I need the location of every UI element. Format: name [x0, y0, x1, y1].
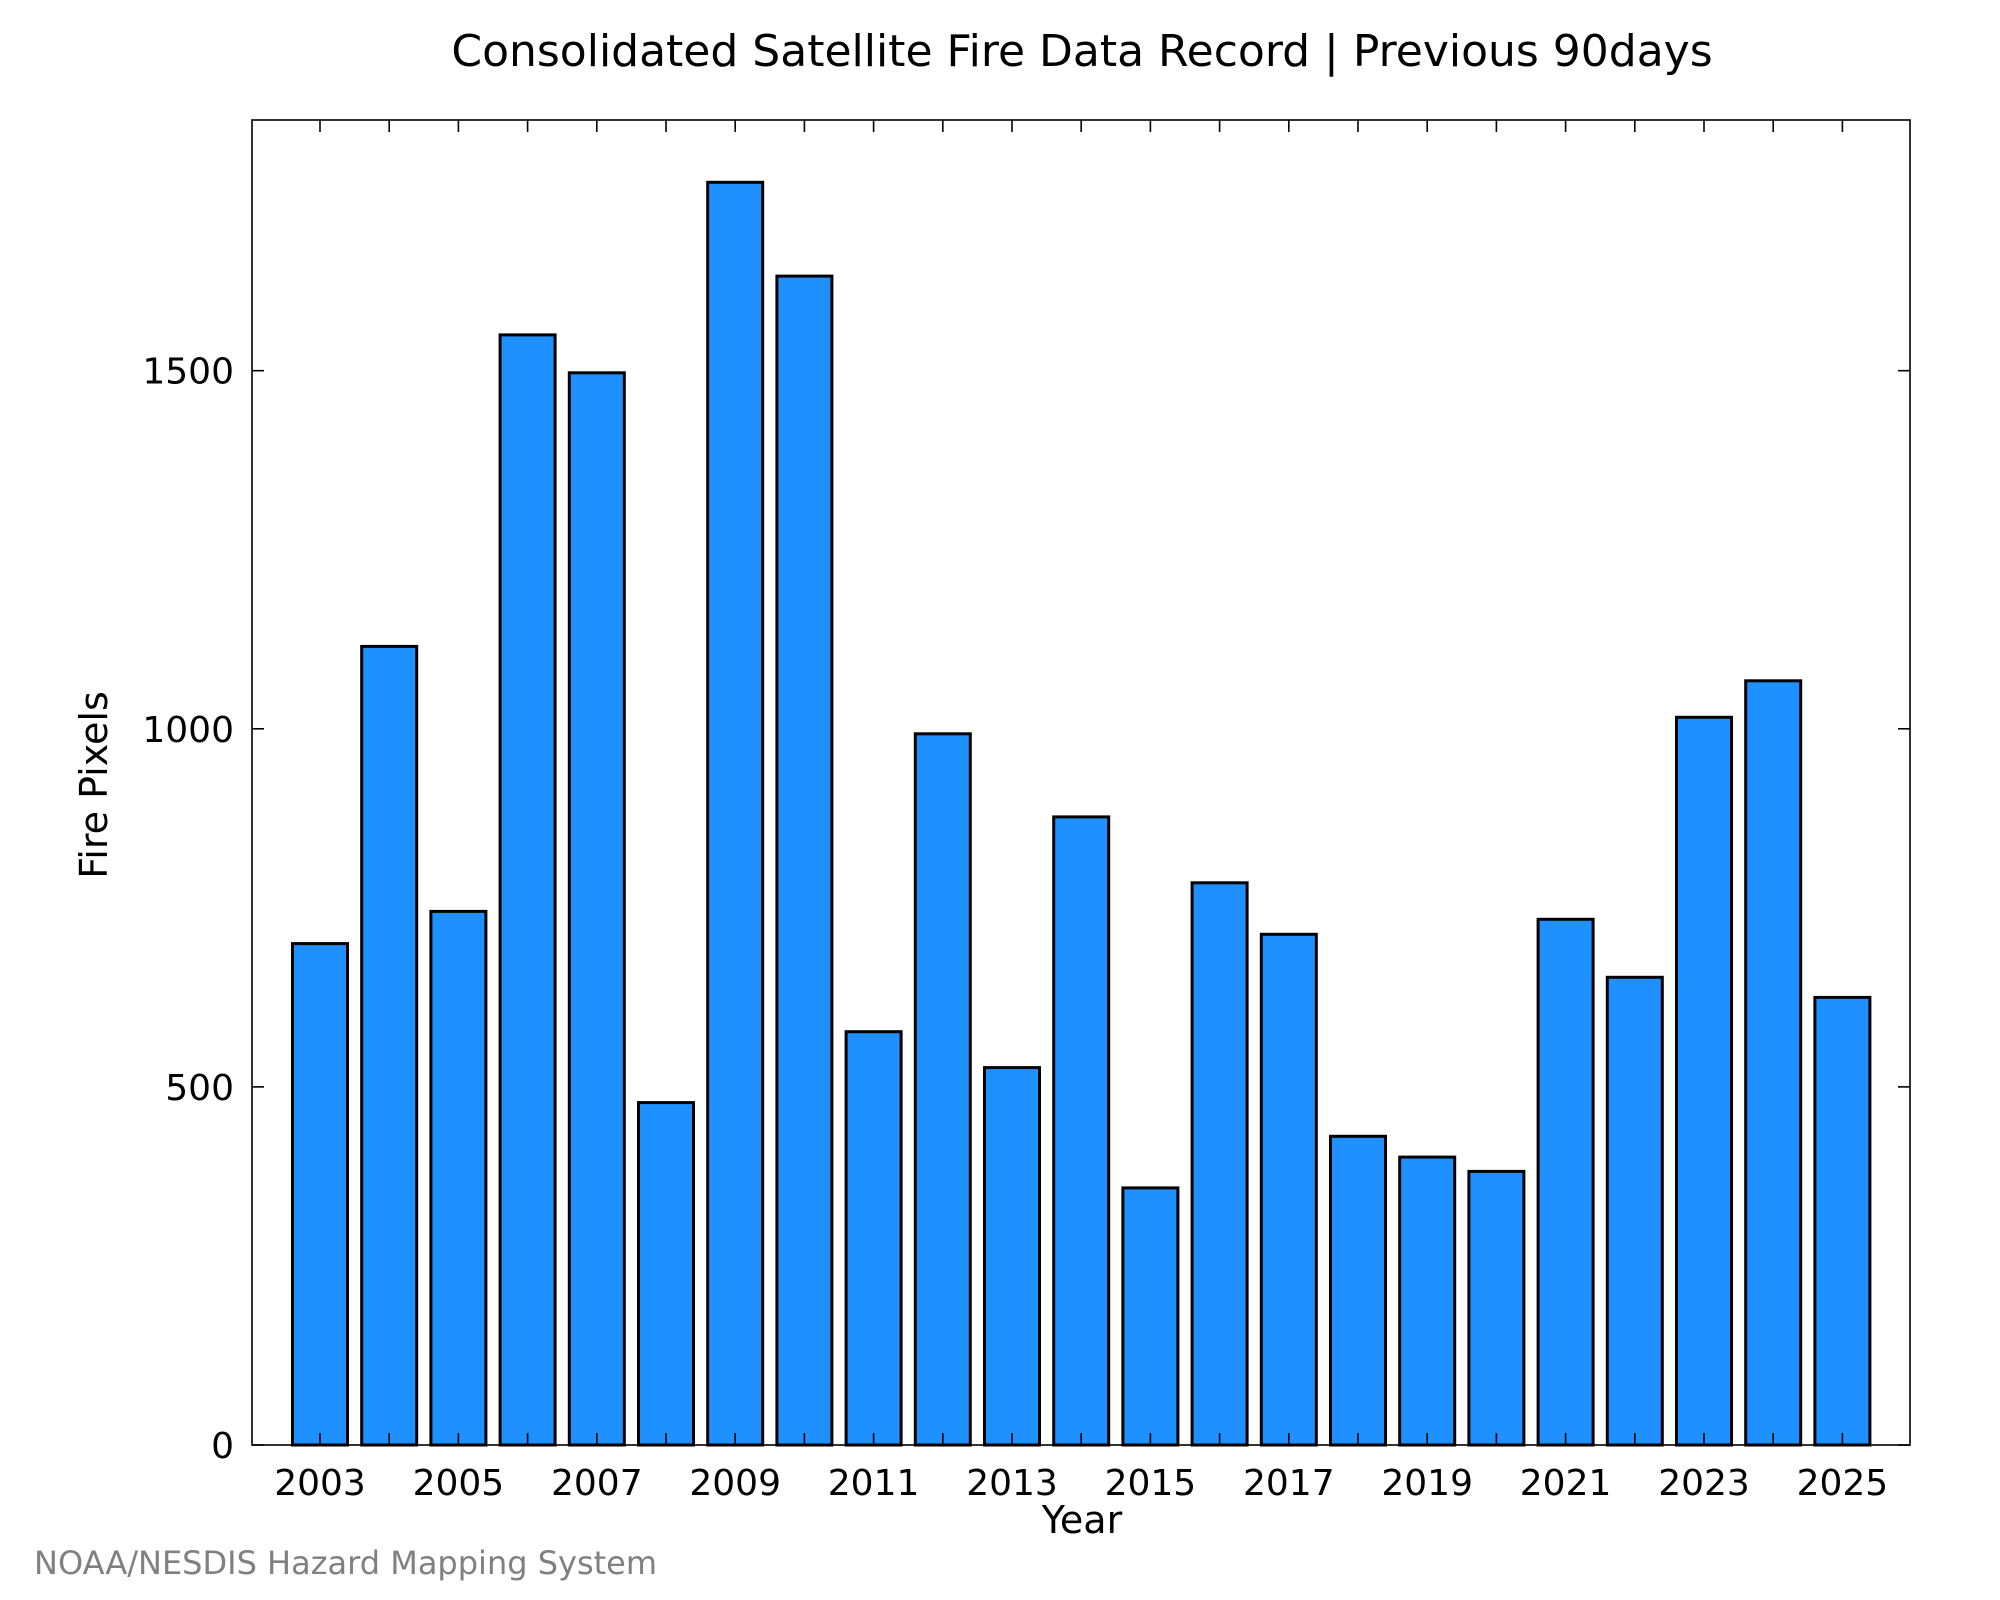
bar-2018: [1329, 1134, 1387, 1447]
bar-2005: [429, 909, 488, 1447]
bar-2013: [983, 1066, 1041, 1447]
plot-frame: [251, 119, 1911, 1446]
bar-2008: [637, 1101, 695, 1447]
x-tick-label-2007: 2007: [551, 1463, 643, 1504]
x-axis-ticks: 2003 2005 2007 2009 2011 2013 2015 2017 2019 2021…: [274, 120, 1888, 1504]
chart-title: Consolidated Satellite Fire Data Record …: [451, 26, 1712, 77]
x-tick-label-2019: 2019: [1381, 1463, 1473, 1504]
source-credit: NOAA/NESDIS Hazard Mapping System: [34, 1544, 657, 1582]
bar-2020: [1467, 1169, 1526, 1447]
x-tick-label-2005: 2005: [413, 1463, 505, 1504]
bar-2023: [1675, 715, 1733, 1447]
bar-2007: [567, 371, 626, 1447]
y-tick-label-1000: 1000: [142, 710, 234, 751]
bar-2012: [913, 732, 972, 1447]
bar-2004: [360, 644, 419, 1447]
x-axis-label: Year: [1041, 1498, 1123, 1542]
x-tick-label-2011: 2011: [828, 1463, 920, 1504]
bar-2003: [291, 942, 349, 1447]
bar-2022: [1605, 975, 1664, 1447]
bar-2014: [1052, 815, 1111, 1447]
bar-2025: [1813, 995, 1872, 1447]
bar-2006: [498, 333, 557, 1447]
x-tick-label-2015: 2015: [1105, 1463, 1197, 1504]
bar-2016: [1190, 881, 1249, 1447]
y-axis-label: Fire Pixels: [72, 691, 116, 879]
x-tick-label-2003: 2003: [274, 1463, 366, 1504]
x-tick-label-2009: 2009: [689, 1463, 781, 1504]
bar-2009: [706, 180, 765, 1447]
y-axis-ticks: 0 500 1000 1500: [142, 352, 1910, 1467]
x-tick-label-2025: 2025: [1797, 1463, 1889, 1504]
x-tick-label-2013: 2013: [966, 1463, 1058, 1504]
bar-2017: [1259, 932, 1318, 1447]
bar-2019: [1398, 1155, 1457, 1447]
bars-group: [291, 180, 1872, 1447]
bar-2024: [1744, 679, 1803, 1447]
bar-2021: [1536, 917, 1595, 1447]
y-tick-label-500: 500: [165, 1068, 234, 1109]
x-tick-label-2017: 2017: [1243, 1463, 1335, 1504]
x-tick-label-2023: 2023: [1658, 1463, 1750, 1504]
y-tick-label-1500: 1500: [142, 352, 234, 393]
bar-2010: [775, 274, 834, 1447]
bar-2011: [844, 1030, 903, 1447]
y-tick-label-0: 0: [211, 1426, 234, 1467]
x-tick-label-2021: 2021: [1520, 1463, 1612, 1504]
bar-2015: [1121, 1186, 1180, 1447]
